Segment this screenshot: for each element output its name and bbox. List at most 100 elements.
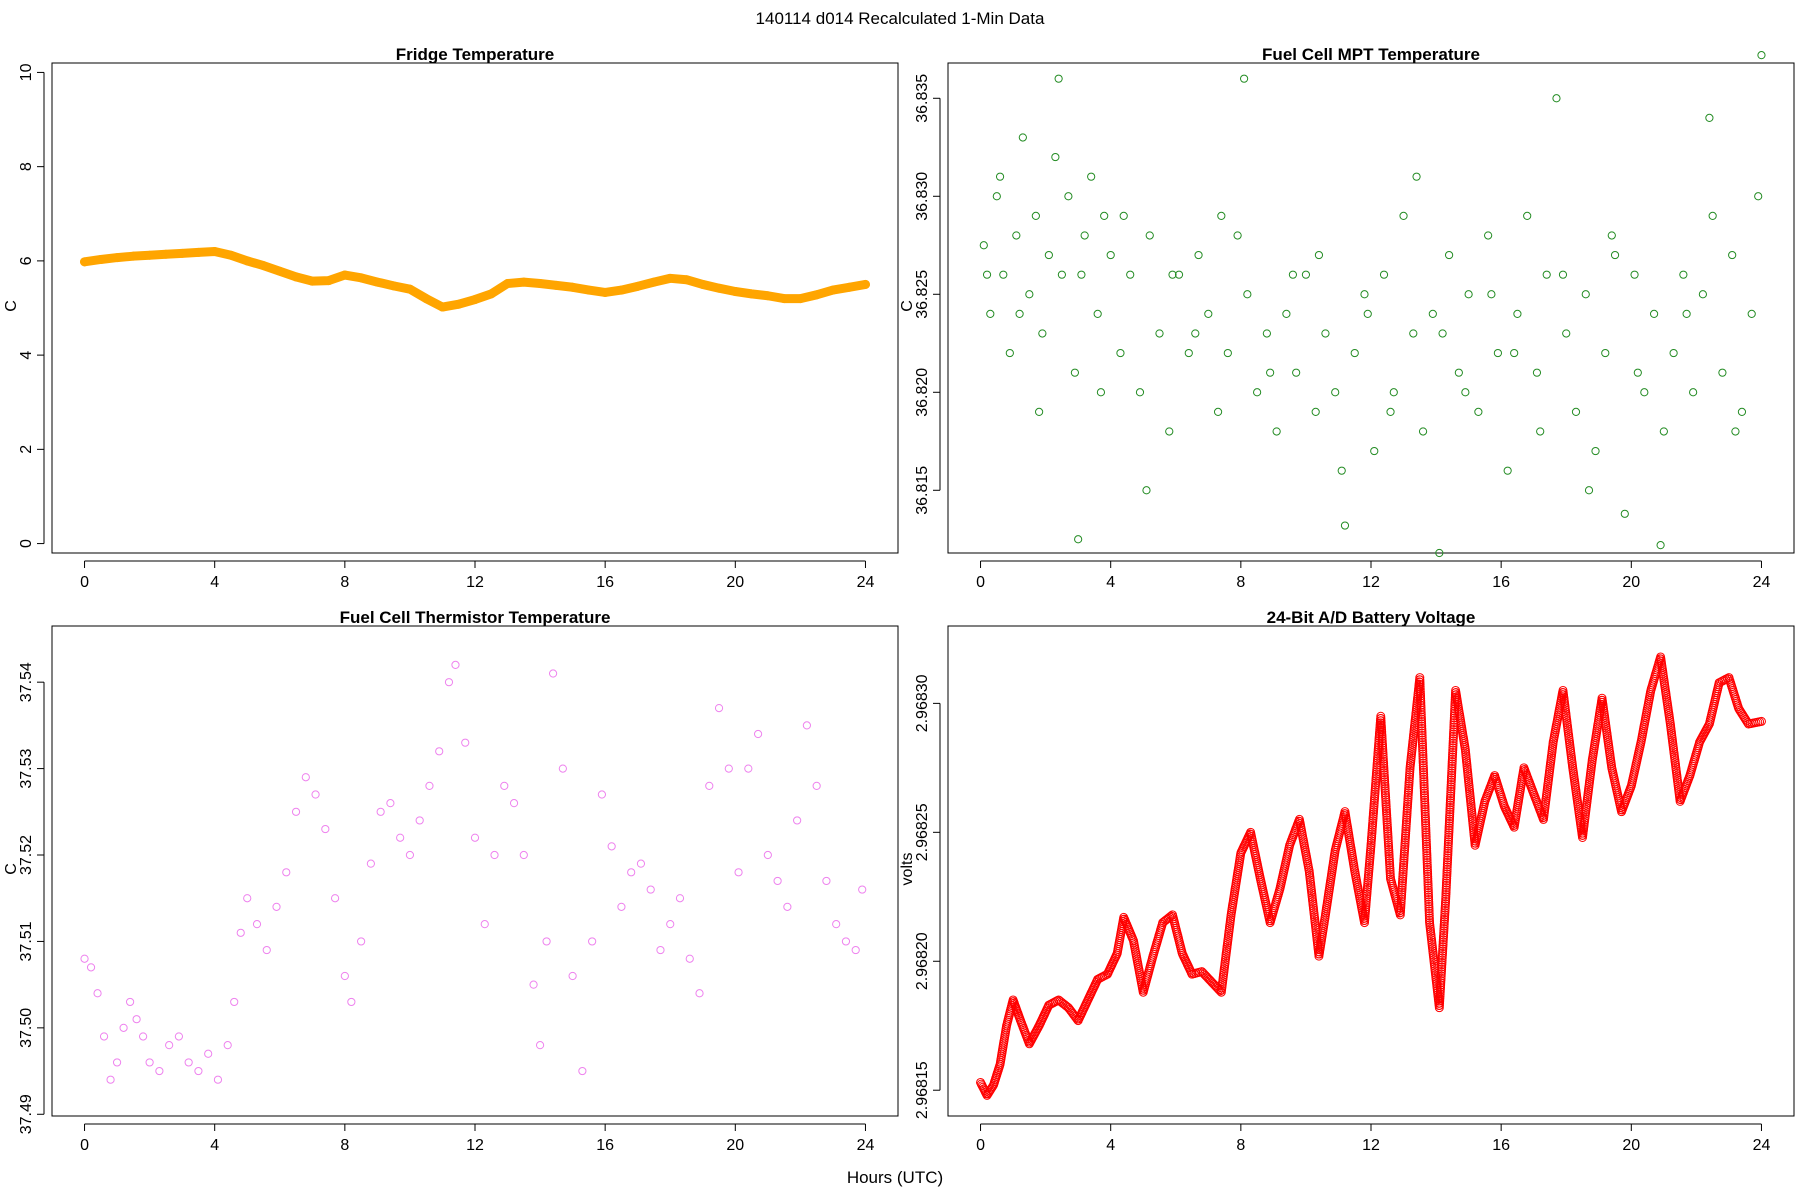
data-point-battery xyxy=(1444,834,1454,844)
data-point-mpt xyxy=(1737,407,1747,416)
data-point-battery xyxy=(1418,756,1428,766)
data-point-fridge xyxy=(665,273,675,283)
x-tick-label-mpt: 0 xyxy=(976,574,985,591)
data-point-mpt xyxy=(1064,192,1073,201)
data-point-battery xyxy=(1442,860,1452,870)
data-point-mpt xyxy=(1331,388,1340,397)
data-point-battery xyxy=(1416,703,1426,713)
y-tick-label-thermistor: 37.50 xyxy=(18,1008,35,1048)
data-point-thermistor xyxy=(812,781,821,790)
data-point-fridge xyxy=(324,276,334,286)
data-point-battery xyxy=(1421,823,1431,833)
data-point-battery xyxy=(1418,765,1428,775)
data-point-battery xyxy=(1448,747,1458,757)
data-point-mpt xyxy=(1399,211,1408,220)
data-point-mpt xyxy=(1054,74,1063,83)
data-point-battery xyxy=(1445,800,1455,810)
data-point-fridge xyxy=(421,294,431,304)
data-point-thermistor xyxy=(636,859,646,868)
data-point-mpt xyxy=(1728,250,1737,260)
data-point-thermistor xyxy=(588,937,597,946)
data-point-battery xyxy=(1446,791,1456,801)
data-point-battery xyxy=(1424,897,1434,907)
y-tick-label-fridge: 0 xyxy=(18,539,35,548)
data-point-thermistor xyxy=(347,997,356,1007)
data-point-fridge xyxy=(470,295,480,305)
data-point-mpt xyxy=(1698,290,1707,299)
data-point-mpt xyxy=(1272,427,1281,436)
data-point-battery xyxy=(1442,857,1452,867)
data-point-battery xyxy=(1421,832,1431,842)
data-point-thermistor xyxy=(714,703,724,713)
x-tick-label-fridge: 16 xyxy=(596,574,614,591)
data-point-mpt xyxy=(1126,270,1135,279)
data-point-fridge xyxy=(242,256,252,266)
data-point-thermistor xyxy=(802,721,811,730)
data-point-mpt xyxy=(1223,348,1232,358)
data-point-battery xyxy=(1441,887,1451,897)
data-point-mpt xyxy=(1523,211,1532,220)
x-tick-label-battery: 24 xyxy=(1753,1137,1771,1154)
data-point-battery xyxy=(1444,832,1454,842)
data-point-thermistor xyxy=(139,1032,148,1041)
data-point-mpt xyxy=(1142,486,1151,495)
data-point-fridge xyxy=(568,282,578,292)
data-point-battery xyxy=(1420,807,1430,817)
data-point-fridge xyxy=(405,284,415,294)
data-point-battery xyxy=(1424,911,1434,921)
data-point-thermistor xyxy=(405,850,415,860)
data-point-battery xyxy=(1417,716,1427,726)
data-point-mpt xyxy=(1487,290,1496,299)
data-point-battery xyxy=(1424,913,1434,923)
data-point-fridge xyxy=(860,279,870,289)
data-point-thermistor xyxy=(695,989,704,998)
data-point-battery xyxy=(1422,855,1432,865)
data-point-thermistor xyxy=(841,937,851,946)
data-point-battery xyxy=(1445,814,1455,824)
data-point-mpt xyxy=(1080,231,1089,240)
data-point-battery xyxy=(1418,751,1428,761)
data-point-mpt xyxy=(1191,329,1200,338)
data-point-mpt xyxy=(1461,388,1470,397)
data-point-battery xyxy=(1423,890,1433,900)
data-point-battery xyxy=(1416,700,1426,710)
data-point-thermistor xyxy=(262,945,271,955)
data-point-battery xyxy=(1420,790,1430,800)
data-point-mpt xyxy=(1591,446,1600,456)
data-point-mpt xyxy=(1165,427,1174,436)
data-point-battery xyxy=(1416,696,1426,706)
data-point-mpt xyxy=(1656,541,1665,550)
data-point-battery xyxy=(1445,796,1455,806)
data-point-battery xyxy=(1421,821,1431,831)
data-point-battery xyxy=(1444,816,1454,826)
y-tick-label-mpt: 36.830 xyxy=(914,172,931,221)
data-point-battery xyxy=(1445,807,1455,817)
data-point-fridge xyxy=(340,270,350,280)
data-point-battery xyxy=(1424,915,1434,925)
data-point-fridge xyxy=(112,253,122,263)
data-point-fridge xyxy=(145,250,155,260)
data-point-battery xyxy=(1756,716,1766,726)
data-point-mpt xyxy=(1174,270,1184,279)
data-point-mpt xyxy=(1018,133,1027,142)
data-point-battery xyxy=(1443,846,1453,856)
data-point-fridge xyxy=(812,290,822,300)
data-point-battery xyxy=(1419,774,1429,784)
data-point-fridge xyxy=(682,275,691,285)
data-point-battery xyxy=(1423,883,1433,893)
data-point-battery xyxy=(1417,723,1427,733)
data-point-fridge xyxy=(80,257,90,267)
data-point-mpt xyxy=(1240,74,1249,83)
x-tick-label-battery: 16 xyxy=(1492,1137,1510,1154)
data-point-battery xyxy=(1443,853,1453,863)
data-point-fridge xyxy=(519,277,529,287)
data-point-thermistor xyxy=(435,747,444,756)
data-point-battery xyxy=(1422,844,1432,854)
x-tick-label-fridge: 0 xyxy=(80,574,89,591)
data-point-mpt xyxy=(1581,290,1590,299)
data-point-battery xyxy=(1422,851,1432,861)
x-tick-label-fridge: 12 xyxy=(466,574,484,591)
data-point-battery xyxy=(1415,684,1425,694)
data-point-thermistor xyxy=(145,1058,154,1067)
